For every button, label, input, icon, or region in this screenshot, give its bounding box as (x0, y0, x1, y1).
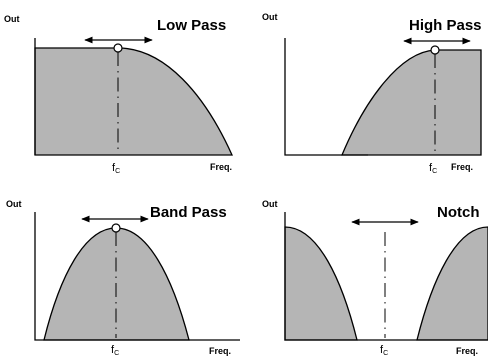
high-pass-out-label: Out (262, 12, 278, 22)
notch-axes (284, 212, 488, 341)
low-pass-cutoff-knob (113, 43, 123, 53)
low-pass-fc-label: fC (112, 162, 120, 175)
low-pass-freq-label: Freq. (210, 162, 232, 172)
high-pass-fc-label: fC (429, 162, 437, 175)
high-pass-response-area (341, 49, 482, 156)
band-pass-out-label: Out (6, 199, 22, 209)
low-pass-title: Low Pass (157, 17, 226, 34)
notch-right-response-area (416, 226, 488, 341)
band-pass-title: Band Pass (150, 204, 227, 221)
band-pass-cutoff-knob (111, 223, 121, 233)
high-pass-cutoff-knob (430, 45, 440, 55)
notch-fc-label: fC (380, 344, 388, 357)
high-pass-title: High Pass (409, 17, 482, 34)
low-pass-panel: Low Pass Out Freq. fC (4, 14, 234, 175)
high-pass-axes (284, 38, 368, 156)
notch-panel: Notch Out Freq. fC (262, 199, 488, 357)
low-pass-out-label: Out (4, 14, 20, 24)
notch-title: Notch (437, 204, 480, 221)
high-pass-panel: High Pass Out Freq. fC (262, 12, 482, 175)
high-pass-freq-label: Freq. (451, 162, 473, 172)
notch-out-label: Out (262, 199, 278, 209)
notch-left-response-area (284, 226, 358, 341)
notch-freq-label: Freq. (456, 346, 478, 356)
band-pass-fc-label: fC (111, 344, 119, 357)
band-pass-freq-label: Freq. (209, 346, 231, 356)
low-pass-response-area (34, 47, 234, 156)
band-pass-panel: Band Pass Out Freq. fC (6, 199, 240, 357)
band-pass-axes (34, 212, 240, 341)
